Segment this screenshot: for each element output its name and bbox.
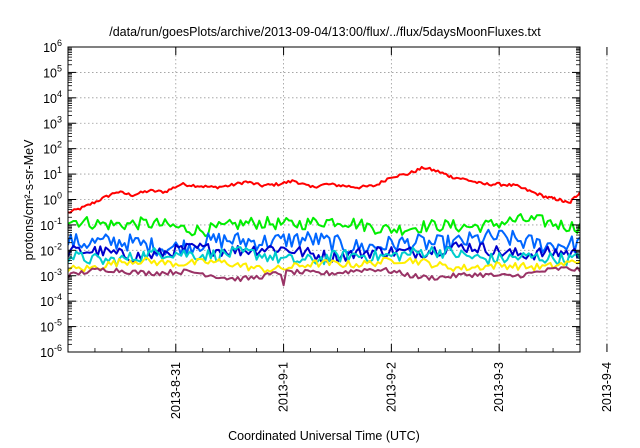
y-axis-label: protons/cm²-s-sr-MeV xyxy=(22,139,36,261)
y-tick-label: 10-3 xyxy=(40,267,62,284)
y-tick-label: 10-5 xyxy=(40,318,62,335)
series-line xyxy=(68,266,580,287)
series-layer xyxy=(68,165,580,287)
y-tick-label: 10-2 xyxy=(40,241,62,258)
y-tick-label: 100 xyxy=(43,191,62,208)
y-tick-label: 10-4 xyxy=(40,292,62,309)
series-line xyxy=(68,246,580,268)
y-tick-label: 102 xyxy=(43,140,62,157)
chart-title: /data/run/goesPlots/archive/2013-09-04/1… xyxy=(109,25,541,39)
x-axis: 2013-8-31 2013-9-1 2013-9-2 2013-9-3 2013-9-… xyxy=(94,47,614,419)
series-line xyxy=(68,165,580,214)
x-tick-label: 2013-9-4 xyxy=(600,362,614,412)
x-axis-label: Coordinated Universal Time (UTC) xyxy=(228,429,420,443)
x-tick-label: 2013-9-3 xyxy=(492,362,506,412)
x-tick-label: 2013-8-31 xyxy=(169,362,183,419)
y-tick-label: 105 xyxy=(43,63,62,80)
y-tick-label: 101 xyxy=(43,165,62,182)
y-tick-label: 106 xyxy=(43,38,62,55)
y-tick-label: 10-1 xyxy=(40,216,62,233)
series-line xyxy=(68,241,580,264)
y-axis: 10-6 10-5 10-4 10-3 10-2 10-1 100 101 102 103 104 1… xyxy=(40,38,580,360)
x-tick-label: 2013-9-1 xyxy=(277,362,291,412)
y-tick-label: 104 xyxy=(43,89,62,106)
y-tick-label: 103 xyxy=(43,114,62,131)
x-tick-label: 2013-9-2 xyxy=(384,362,398,412)
series-line xyxy=(68,256,580,274)
series-line xyxy=(68,213,580,238)
y-tick-label: 10-6 xyxy=(40,343,62,360)
grid xyxy=(68,47,608,352)
